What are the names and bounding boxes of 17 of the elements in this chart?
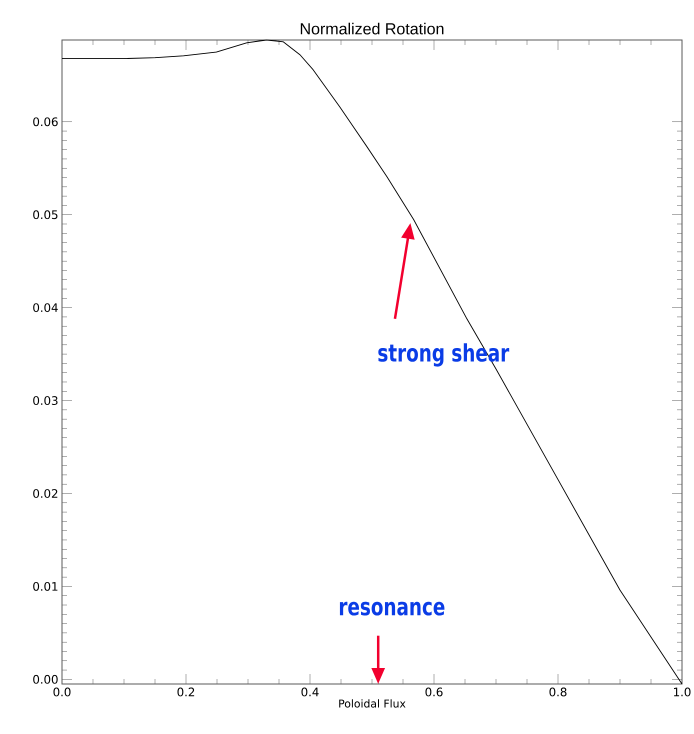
x-tick-label: 0.0	[53, 688, 71, 696]
line-series	[62, 40, 682, 684]
x-tick-label: 0.2	[177, 688, 194, 696]
x-tick-label: 0.6	[425, 688, 443, 696]
x-axis-title: Poloidal Flux	[339, 699, 406, 708]
x-tick-label: 0.4	[301, 688, 319, 696]
y-tick-label: 0.04	[33, 303, 58, 312]
x-tick-label: 0.8	[549, 688, 567, 696]
y-tick-label: 0.03	[33, 396, 58, 405]
chart-title: Normalized Rotation	[300, 22, 444, 34]
y-tick-label: 0.05	[33, 210, 58, 220]
y-tick-label: 0.06	[33, 117, 58, 126]
y-tick-label: 0.01	[33, 582, 58, 591]
y-tick-label: 0.00	[33, 674, 58, 684]
y-tick-label: 0.02	[33, 489, 58, 498]
annotation: resonance	[340, 602, 444, 616]
x-tick-label: 1.0	[674, 688, 691, 696]
